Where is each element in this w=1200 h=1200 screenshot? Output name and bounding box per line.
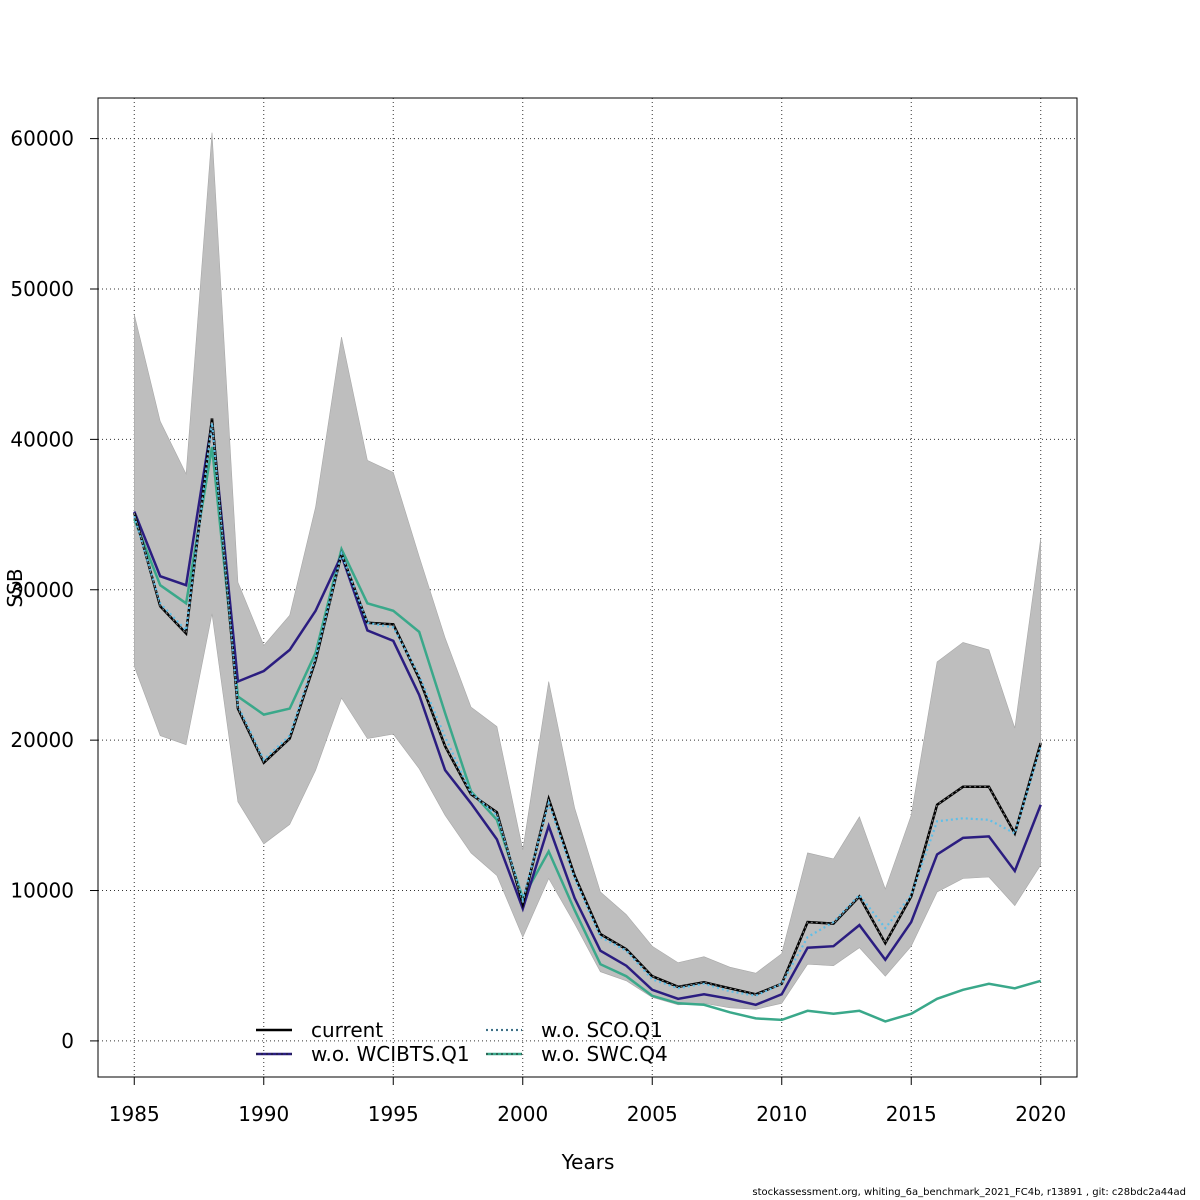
y-axis: 0 10000 20000 30000 40000 50000 60000 xyxy=(10,127,98,1053)
x-tick-label: 2000 xyxy=(497,1102,548,1126)
y-tick-label: 30000 xyxy=(10,578,74,602)
x-axis: 1985 1990 1995 2000 2005 2010 2015 2020 xyxy=(109,1077,1066,1126)
series-line-w-o-wcibts-q1 xyxy=(133,421,1042,1007)
legend-label: current xyxy=(311,1018,383,1042)
legend-label: w.o. SCO.Q1 xyxy=(541,1018,663,1042)
y-tick-label: 40000 xyxy=(10,427,74,451)
legend-label: w.o. SWC.Q4 xyxy=(541,1042,668,1066)
x-tick-label: 2005 xyxy=(627,1102,678,1126)
x-axis-title: Years xyxy=(561,1150,615,1174)
x-tick-label: 2010 xyxy=(756,1102,807,1126)
plot-frame xyxy=(97,97,1078,1078)
x-tick-label: 1990 xyxy=(238,1102,289,1126)
y-tick-label: 20000 xyxy=(10,728,74,752)
confidence-band-area xyxy=(134,132,1041,1010)
legend-item-w-o-sco-q1: w.o. SCO.Q1 xyxy=(486,1018,663,1042)
series-line-current-overlay xyxy=(133,418,1042,995)
confidence-band xyxy=(134,132,1041,1010)
y-tick-label: 50000 xyxy=(10,277,74,301)
legend-item-current: current xyxy=(256,1018,383,1042)
series-line-w-o-swc-q4 xyxy=(133,446,1042,1023)
x-tick-label: 1985 xyxy=(109,1102,160,1126)
legend-item-w-o-swc-q4: w.o. SWC.Q4 xyxy=(486,1042,668,1066)
x-tick-label: 2020 xyxy=(1015,1102,1066,1126)
y-axis-title: SSB xyxy=(3,568,27,607)
legend-label: w.o. WCIBTS.Q1 xyxy=(311,1042,470,1066)
y-tick-label: 60000 xyxy=(10,127,74,151)
x-tick-label: 1995 xyxy=(368,1102,419,1126)
legend-item-w-o-wcibts-q1: w.o. WCIBTS.Q1 xyxy=(256,1042,470,1066)
series-lines xyxy=(133,418,1042,1023)
x-tick-label: 2015 xyxy=(886,1102,937,1126)
series-line-w-o-sco-q1 xyxy=(133,422,1042,997)
footer-credit: stockassessment.org, whiting_6a_benchmar… xyxy=(752,1187,1186,1198)
y-tick-label: 10000 xyxy=(10,879,74,903)
y-tick-label: 0 xyxy=(61,1029,74,1053)
